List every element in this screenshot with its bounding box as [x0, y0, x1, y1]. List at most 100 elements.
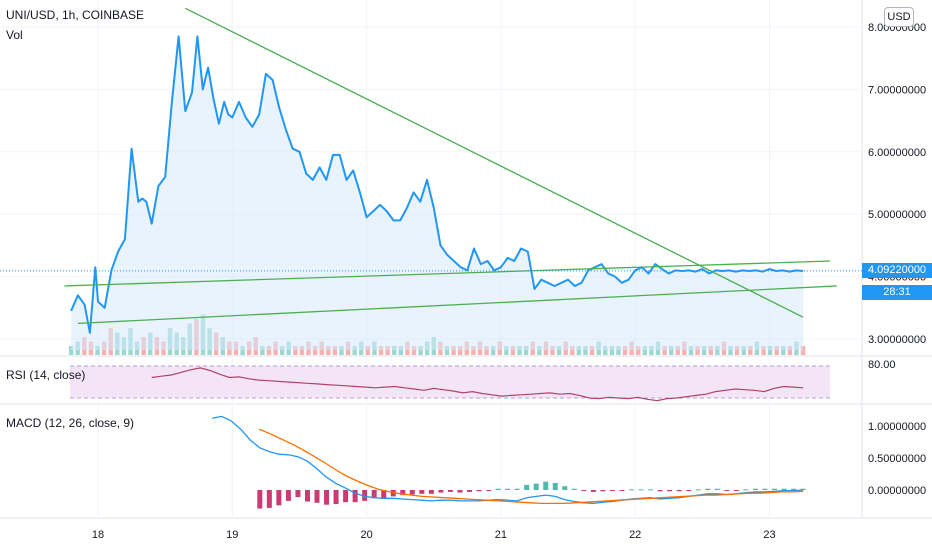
macd-histogram-bar — [571, 488, 577, 490]
volume-bar — [332, 346, 338, 355]
macd-histogram-bar — [714, 488, 720, 490]
macd-histogram-bar — [295, 490, 301, 498]
macd-histogram-bar — [400, 490, 406, 496]
macd-histogram-bar — [629, 489, 635, 491]
time-tick-label: 23 — [763, 529, 775, 541]
macd-histogram-bar — [285, 490, 291, 501]
macd-histogram-bar — [514, 488, 520, 490]
time-tick-label: 22 — [629, 529, 641, 541]
time-tick-label: 18 — [92, 529, 104, 541]
volume-bar — [312, 346, 318, 355]
macd-histogram-bar — [638, 489, 644, 491]
rsi-pane: 80.00 — [70, 359, 896, 402]
macd-histogram-bar — [343, 490, 349, 503]
macd-histogram-bar — [667, 490, 673, 492]
volume-bar — [675, 346, 680, 355]
volume-bar — [728, 346, 733, 355]
macd-histogram-bar — [304, 490, 310, 502]
macd-histogram-bar — [619, 490, 625, 491]
macd-histogram-bar — [752, 488, 758, 490]
volume-bar — [734, 346, 740, 355]
time-tick-label: 20 — [360, 529, 372, 541]
volume-bar — [576, 346, 582, 355]
macd-histogram-bar — [333, 490, 339, 505]
volume-bar — [616, 346, 621, 355]
volume-bar — [662, 346, 667, 355]
volume-bar — [767, 346, 773, 355]
volume-bar — [715, 346, 720, 355]
macd-histogram-bar — [276, 490, 282, 506]
volume-bar — [636, 346, 641, 355]
macd-tick-label: 0.50000000 — [868, 453, 926, 465]
macd-line — [212, 415, 804, 505]
volume-bar — [411, 346, 417, 355]
time-axis: 18 19 20 21 22 23 — [92, 529, 776, 541]
macd-label[interactable]: MACD (12, 26, close, 9) — [6, 416, 135, 430]
volume-bar — [668, 346, 674, 355]
macd-histogram-bar — [781, 488, 787, 490]
macd-histogram-bar — [352, 490, 358, 503]
macd-histogram-bar — [447, 490, 453, 492]
macd-histogram-bar — [324, 490, 330, 505]
price-tick-label: 3.00000000 — [868, 334, 926, 346]
price-tick-label: 7.00000000 — [868, 84, 926, 96]
macd-histogram-bar — [686, 490, 692, 491]
volume-bar — [490, 346, 496, 355]
macd-histogram-bar — [648, 489, 654, 491]
volume-bar — [701, 346, 707, 355]
rsi-line — [151, 367, 804, 402]
volume-bar — [444, 346, 450, 355]
currency-button[interactable]: USD — [884, 7, 914, 27]
volume-bar — [688, 346, 694, 355]
signal-line — [258, 428, 804, 505]
macd-histogram-bar — [409, 490, 415, 495]
volume-label[interactable]: Vol — [6, 28, 23, 42]
volume-bar — [708, 346, 713, 355]
trendline — [64, 260, 830, 287]
price-line — [70, 35, 804, 334]
rsi-label[interactable]: RSI (14, close) — [6, 368, 86, 382]
macd-histogram-bar — [524, 484, 530, 490]
macd-tick-label: 1.00000000 — [868, 421, 926, 433]
volume-bar — [761, 346, 766, 355]
volume-bar — [622, 346, 628, 355]
volume-bar — [392, 346, 397, 355]
macd-histogram-bar — [724, 490, 730, 491]
macd-histogram-bar — [609, 490, 615, 491]
macd-histogram-bar — [390, 490, 396, 497]
volume-bar — [299, 346, 305, 355]
volume-bar — [609, 346, 615, 355]
volume-bar — [385, 346, 390, 355]
volume-bar — [570, 346, 575, 355]
rsi-tick-label: 80.00 — [868, 359, 896, 371]
macd-histogram-bar — [800, 488, 806, 490]
macd-histogram-bar — [562, 486, 568, 490]
macd-pane: 1.00000000 0.50000000 0.00000000 — [212, 415, 926, 509]
price-tick-label: 6.00000000 — [868, 147, 926, 159]
volume-bar — [800, 346, 806, 355]
price-area-fill — [71, 36, 804, 351]
volume-bar — [556, 346, 562, 355]
volume-bar — [95, 346, 100, 355]
time-tick-label: 21 — [495, 529, 507, 541]
volume-bar — [781, 346, 786, 355]
macd-histogram-bar — [266, 490, 272, 508]
volume-bar — [451, 346, 456, 355]
volume-bar — [787, 346, 793, 355]
volume-bar — [260, 346, 265, 355]
volume-bar — [398, 346, 404, 355]
macd-histogram-bar — [381, 490, 387, 499]
volume-bar — [339, 346, 344, 355]
volume-bar — [649, 346, 654, 355]
volume-bar — [293, 346, 298, 355]
macd-histogram-bar — [771, 488, 777, 490]
volume-bar — [326, 346, 331, 355]
volume-bar — [642, 346, 648, 355]
symbol-title[interactable]: UNI/USD, 1h, COINBASE — [6, 8, 145, 22]
volume-bar — [550, 346, 555, 355]
price-tick-label: 5.00000000 — [868, 209, 926, 221]
macd-histogram-bar — [552, 482, 558, 490]
volume-bar — [748, 346, 753, 355]
volume-bar — [695, 346, 700, 355]
